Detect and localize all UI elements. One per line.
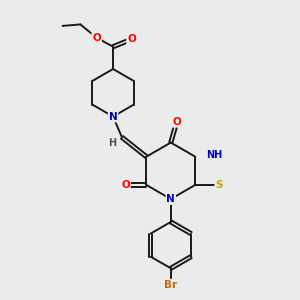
Text: O: O — [121, 180, 130, 190]
Text: N: N — [109, 112, 117, 122]
Text: H: H — [108, 138, 116, 148]
Text: O: O — [127, 34, 136, 44]
Text: O: O — [92, 33, 101, 43]
Text: N: N — [167, 194, 175, 204]
Text: Br: Br — [164, 280, 177, 290]
Text: NH: NH — [206, 150, 222, 160]
Text: O: O — [172, 117, 181, 127]
Text: S: S — [215, 180, 223, 190]
